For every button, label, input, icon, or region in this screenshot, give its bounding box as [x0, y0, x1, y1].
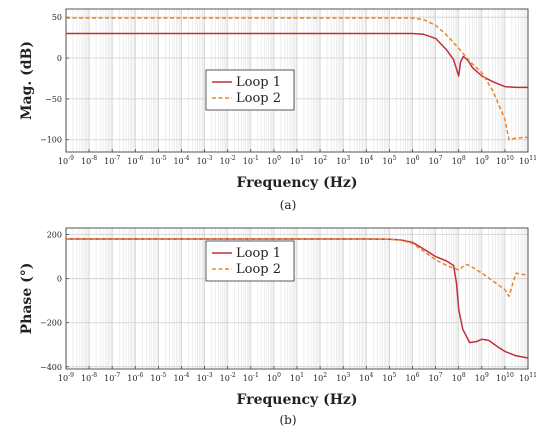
x-tick-label: 104 [359, 372, 373, 383]
x-tick-label: 10-9 [58, 155, 74, 166]
x-tick-label: 10-1 [243, 372, 259, 383]
legend-label-loop2: Loop 2 [236, 262, 281, 277]
legend-label-loop1: Loop 1 [236, 246, 281, 261]
x-tick-label: 10-8 [81, 372, 97, 383]
y-tick-label: −200 [40, 319, 62, 328]
x-tick-label: 101 [290, 372, 304, 383]
phase-series-loop2 [66, 238, 529, 298]
x-tick-label: 1010 [496, 155, 514, 166]
magnitude-plot: 10-9 10-8 10-7 10-6 10-5 10-4 10-3 10-2 10-1 100 1… [19, 8, 537, 212]
x-tick-label: 109 [475, 372, 489, 383]
x-tick-label: 10-7 [104, 155, 120, 166]
x-tick-label: 10-5 [150, 155, 166, 166]
x-tick-label: 108 [452, 372, 466, 383]
x-tick-label: 107 [429, 155, 443, 166]
x-tick-label: 10-7 [104, 372, 120, 383]
x-tick-label: 10-3 [197, 155, 213, 166]
x-tick-label: 10-2 [220, 372, 236, 383]
y-tick-label: −100 [40, 136, 62, 145]
phase-y-axis-label: Phase (°) [19, 263, 35, 335]
x-tick-label: 104 [359, 155, 373, 166]
x-tick-label: 1011 [519, 155, 537, 166]
x-tick-label: 100 [267, 372, 281, 383]
magnitude-x-axis-label: Frequency (Hz) [237, 175, 358, 191]
magnitude-grid [65, 9, 529, 152]
x-tick-label: 10-8 [81, 155, 97, 166]
x-tick-label: 105 [382, 372, 396, 383]
legend-label-loop2: Loop 2 [236, 91, 281, 106]
x-tick-label: 1011 [519, 372, 537, 383]
x-tick-label: 10-6 [127, 155, 143, 166]
x-tick-label: 103 [336, 155, 350, 166]
x-tick-label: 105 [382, 155, 396, 166]
legend-box [205, 240, 295, 282]
phase-grid [65, 228, 529, 369]
x-tick-label: 10-5 [150, 372, 166, 383]
x-tick-label: 10-1 [243, 155, 259, 166]
x-tick-label: 103 [336, 372, 350, 383]
magnitude-series-loop1 [66, 32, 528, 89]
magnitude-series-loop2 [66, 17, 529, 141]
y-tick-label: 0 [57, 275, 62, 284]
x-tick-label: 1010 [496, 372, 514, 383]
phase-caption: (b) [279, 413, 296, 427]
x-tick-label: 109 [475, 155, 489, 166]
x-tick-label: 10-4 [173, 155, 189, 166]
y-tick-label: −400 [40, 363, 62, 372]
x-tick-label: 102 [313, 155, 327, 166]
x-tick-label: 10-3 [197, 372, 213, 383]
x-tick-label: 106 [405, 155, 419, 166]
x-tick-label: 10-6 [127, 372, 143, 383]
y-tick-label: −50 [45, 95, 62, 104]
phase-series-loop1 [66, 238, 529, 359]
x-tick-label: 106 [405, 372, 419, 383]
x-tick-label: 100 [267, 155, 281, 166]
legend-box [205, 69, 295, 111]
y-tick-label: 0 [57, 54, 62, 63]
magnitude-caption: (a) [280, 198, 297, 212]
phase-x-axis-label: Frequency (Hz) [237, 392, 358, 408]
x-tick-label: 10-2 [220, 155, 236, 166]
x-tick-label: 101 [290, 155, 304, 166]
y-tick-label: 200 [47, 231, 62, 240]
y-tick-label: 50 [52, 13, 62, 22]
magnitude-y-axis-label: Mag. (dB) [19, 41, 35, 120]
legend-label-loop1: Loop 1 [236, 75, 281, 90]
x-tick-label: 10-4 [173, 372, 189, 383]
x-tick-label: 102 [313, 372, 327, 383]
x-tick-label: 107 [429, 372, 443, 383]
x-tick-label: 10-9 [58, 372, 74, 383]
phase-plot: 10-9 10-8 10-7 10-6 10-5 10-4 10-3 10-2 10-1 100 1… [19, 227, 537, 427]
x-tick-label: 108 [452, 155, 466, 166]
